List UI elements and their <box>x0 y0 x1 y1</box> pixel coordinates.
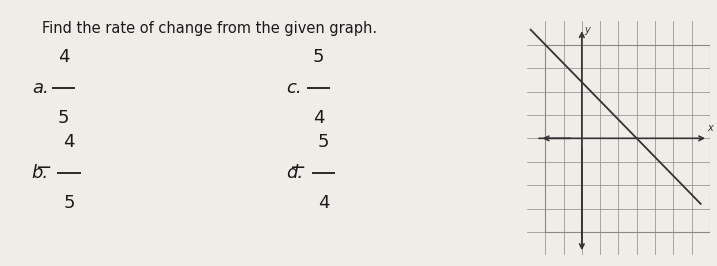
Bar <box>545 45 710 232</box>
Text: −: − <box>290 158 307 177</box>
Text: Find the rate of change from the given graph.: Find the rate of change from the given g… <box>42 21 378 36</box>
Text: x: x <box>707 123 713 133</box>
Text: 5: 5 <box>318 133 329 151</box>
Text: 5: 5 <box>63 194 75 213</box>
Text: y: y <box>584 25 590 35</box>
Text: c.: c. <box>287 79 302 97</box>
Text: d.: d. <box>287 164 303 182</box>
Text: 5: 5 <box>313 48 324 66</box>
Text: a.: a. <box>32 79 49 97</box>
Text: −: − <box>36 158 52 177</box>
Text: 4: 4 <box>318 194 329 213</box>
Text: 5: 5 <box>58 109 70 127</box>
Text: b.: b. <box>32 164 49 182</box>
Text: 4: 4 <box>313 109 324 127</box>
Text: 4: 4 <box>63 133 75 151</box>
Text: 4: 4 <box>58 48 70 66</box>
